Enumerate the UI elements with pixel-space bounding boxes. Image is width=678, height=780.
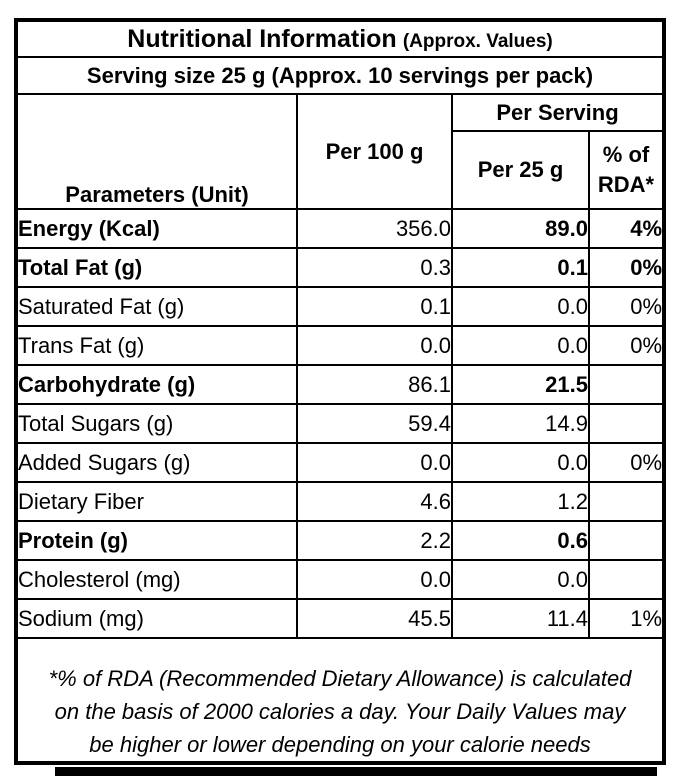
per-100g-value: 356.0: [296, 208, 453, 249]
per-25g-value: 89.0: [451, 208, 590, 249]
nutrition-label: Nutritional Information (Approx. Values)…: [14, 18, 667, 776]
table-row-protein: Protein (g) 2.2 0.6: [15, 520, 666, 561]
title-row: Nutritional Information (Approx. Values): [14, 19, 666, 58]
per-25g-value: 0.0: [451, 442, 590, 483]
per-25g-value: 0.0: [451, 559, 590, 600]
nutrition-table: Nutritional Information (Approx. Values)…: [14, 18, 667, 765]
per-100g-value: 45.5: [296, 598, 453, 639]
param-label: Sodium (mg): [15, 598, 298, 639]
table-row-carbohydrate: Carbohydrate (g) 86.1 21.5: [15, 364, 666, 405]
serving-size-text: Serving size 25 g (Approx. 10 servings p…: [14, 56, 666, 95]
title-main-text: Nutritional Information: [127, 24, 397, 53]
pct-rda-value: [587, 481, 666, 522]
per-25g-value: 14.9: [451, 403, 590, 444]
pct-rda-value: 0%: [587, 325, 666, 366]
header-pct-rda: % of RDA*: [587, 130, 666, 210]
bottom-bar: [55, 767, 657, 776]
param-label: Total Sugars (g): [15, 403, 298, 444]
pct-rda-value: [587, 520, 666, 561]
per-100g-value: 0.0: [296, 559, 453, 600]
header-pct-rda-line1: % of: [602, 142, 650, 168]
per-25g-value: 0.1: [451, 247, 590, 288]
pct-rda-value: [587, 364, 666, 405]
param-label: Trans Fat (g): [15, 325, 298, 366]
header-parameters: Parameters (Unit): [15, 93, 298, 210]
footnote: *% of RDA (Recommended Dietary Allowance…: [14, 637, 666, 764]
param-label: Protein (g): [15, 520, 298, 561]
table-row-saturated-fat: Saturated Fat (g) 0.1 0.0 0%: [15, 286, 666, 327]
footnote-row: *% of RDA (Recommended Dietary Allowance…: [14, 637, 666, 764]
title-sub-text: (Approx. Values): [402, 30, 553, 52]
header-per-25g: Per 25 g: [451, 130, 590, 210]
table-row-added-sugars: Added Sugars (g) 0.0 0.0 0%: [15, 442, 666, 483]
pct-rda-value: 1%: [587, 598, 666, 639]
per-100g-value: 86.1: [296, 364, 453, 405]
per-100g-value: 59.4: [296, 403, 453, 444]
footnote-line: on the basis of 2000 calories a day. You…: [54, 699, 626, 724]
per-100g-value: 0.0: [296, 442, 453, 483]
param-label: Total Fat (g): [15, 247, 298, 288]
pct-rda-value: [587, 403, 666, 444]
pct-rda-value: [587, 559, 666, 600]
per-25g-value: 1.2: [451, 481, 590, 522]
per-25g-value: 0.6: [451, 520, 590, 561]
param-label: Energy (Kcal): [15, 208, 298, 249]
header-row-sub: Per 25 g % of RDA*: [16, 130, 666, 210]
footnote-line: *% of RDA (Recommended Dietary Allowance…: [48, 666, 632, 691]
serving-size-row: Serving size 25 g (Approx. 10 servings p…: [14, 56, 666, 95]
pct-rda-value: 4%: [587, 208, 666, 249]
per-100g-value: 2.2: [296, 520, 453, 561]
footnote-line: be higher or lower depending on your cal…: [89, 732, 591, 757]
header-pct-rda-line2: RDA*: [597, 172, 655, 197]
table-row-total-sugars: Total Sugars (g) 59.4 14.9: [15, 403, 666, 444]
pct-rda-value: 0%: [587, 286, 666, 327]
per-100g-value: 0.1: [296, 286, 453, 327]
table-row-sodium: Sodium (mg) 45.5 11.4 1%: [15, 598, 666, 639]
table-row-total-fat: Total Fat (g) 0.3 0.1 0%: [15, 247, 666, 288]
per-25g-value: 21.5: [451, 364, 590, 405]
param-label: Saturated Fat (g): [15, 286, 298, 327]
header-per-serving: Per Serving: [450, 93, 666, 132]
param-label: Carbohydrate (g): [15, 364, 298, 405]
param-label: Dietary Fiber: [15, 481, 298, 522]
header-per-100g: Per 100 g: [296, 93, 453, 210]
per-100g-value: 0.3: [296, 247, 453, 288]
per-25g-value: 0.0: [451, 286, 590, 327]
table-row-energy: Energy (Kcal) 356.0 89.0 4%: [15, 208, 666, 249]
pct-rda-value: 0%: [587, 442, 666, 483]
per-25g-value: 11.4: [451, 598, 590, 639]
table-row-trans-fat: Trans Fat (g) 0.0 0.0 0%: [15, 325, 666, 366]
table-title: Nutritional Information (Approx. Values): [14, 19, 666, 58]
per-100g-value: 4.6: [296, 481, 453, 522]
param-label: Cholesterol (mg): [15, 559, 298, 600]
param-label: Added Sugars (g): [15, 442, 298, 483]
table-row-cholesterol: Cholesterol (mg) 0.0 0.0: [15, 559, 666, 600]
table-row-dietary-fiber: Dietary Fiber 4.6 1.2: [15, 481, 666, 522]
pct-rda-value: 0%: [587, 247, 666, 288]
per-100g-value: 0.0: [296, 325, 453, 366]
per-25g-value: 0.0: [451, 325, 590, 366]
header-row-top: Parameters (Unit) Per 100 g Per Serving: [15, 93, 666, 210]
